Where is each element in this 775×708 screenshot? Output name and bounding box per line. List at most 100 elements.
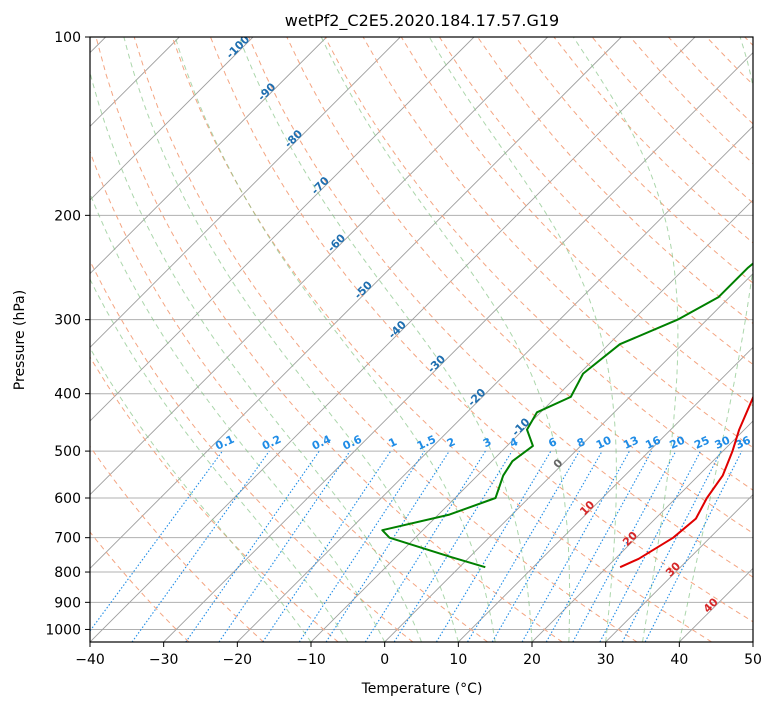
- isotherm-label: -20: [465, 386, 488, 409]
- mixing-ratio-label: 13: [621, 434, 640, 452]
- dry-adiabat: [133, 37, 638, 642]
- mixing-ratio-line: [325, 450, 450, 642]
- mixing-ratio-line: [298, 450, 425, 642]
- isotherm-label: -80: [282, 127, 305, 150]
- mixing-ratio-label: 0.4: [310, 433, 333, 453]
- dry-adiabat: [591, 37, 753, 204]
- moist-adiabat: [174, 37, 496, 642]
- plot-area: 0.1 0.2 0.4 0.6 1 1.5 2 3 4 6 8 10 13 16 20 25 30 36-100-…: [90, 37, 753, 642]
- isotherm-label: -40: [386, 318, 409, 341]
- dry-adiabat: [668, 37, 753, 125]
- mixing-ratio-line: [393, 450, 513, 642]
- dry-adiabat: [90, 445, 264, 642]
- y-tick-label: 900: [54, 595, 81, 611]
- mixing-ratio-label: 30: [713, 433, 733, 451]
- plot-frame: [89, 36, 754, 643]
- dry-adiabat: [400, 37, 753, 407]
- isotherm-label: -70: [309, 174, 332, 197]
- chart-title: wetPf2_C2E5.2020.184.17.57.G19: [285, 11, 559, 31]
- isotherm-line: [90, 37, 327, 275]
- dry-adiabat: [706, 37, 753, 86]
- dry-adiabat: [744, 37, 753, 46]
- mixing-ratio-line: [545, 450, 653, 642]
- moist-adiabat: [320, 37, 571, 642]
- mixing-ratio-label: 20: [668, 433, 688, 451]
- isotherm-label: 40: [701, 595, 721, 615]
- y-tick-label: 700: [54, 531, 81, 547]
- isotherm-line: [384, 273, 753, 642]
- x-tick-label: 50: [744, 652, 762, 668]
- mixing-ratio-label: 6: [546, 435, 559, 450]
- x-tick-label: −40: [75, 652, 105, 668]
- x-tick-label: 30: [597, 652, 615, 668]
- dewpoint-profile: [381, 262, 753, 569]
- mixing-ratio-label: 3: [481, 435, 493, 450]
- dry-adiabat: [90, 531, 190, 642]
- x-axis: −40 −30 −20 −10 0 10 20 30 40 50: [75, 642, 762, 668]
- isotherm-line: [679, 567, 753, 642]
- isotherm-line: [90, 37, 401, 348]
- x-tick-label: −20: [223, 652, 253, 668]
- isotherm-label: -30: [425, 352, 448, 375]
- mixing-ratio-line: [131, 450, 270, 642]
- mixing-ratio-line: [599, 450, 702, 642]
- mixing-ratio-label: 0.6: [341, 433, 364, 453]
- dry-adiabat: [248, 37, 753, 578]
- dry-adiabat: [95, 37, 563, 642]
- isotherm-line: [90, 37, 696, 642]
- dry-adiabat: [515, 37, 753, 284]
- mixing-ratio-line: [185, 450, 320, 642]
- dry-adiabat: [90, 356, 339, 642]
- moist-adiabat: [572, 37, 679, 642]
- mixing-ratio-line: [572, 450, 677, 642]
- y-tick-label: 100: [54, 30, 81, 46]
- mixing-ratio-line: [218, 450, 351, 642]
- x-tick-label: −10: [296, 652, 326, 668]
- x-axis-label: Temperature (°C): [361, 681, 483, 697]
- y-axis: 100 200 300 400 500 600 700 800 900 1000: [45, 30, 90, 638]
- isotherm-line: [163, 52, 753, 642]
- moist-adiabat: [90, 192, 386, 642]
- y-tick-label: 600: [54, 491, 81, 507]
- y-axis-label: Pressure (hPa): [12, 290, 28, 390]
- isotherm-line: [90, 37, 254, 201]
- mixing-ratio-label: 10: [594, 433, 614, 451]
- dry-adiabat: [90, 259, 414, 642]
- moist-adiabat: [123, 37, 459, 642]
- isotherm-line: [310, 199, 753, 642]
- moist-adiabat: [428, 37, 617, 642]
- y-tick-label: 1000: [45, 622, 81, 638]
- isotherm-line: [531, 420, 753, 642]
- x-tick-label: 0: [380, 652, 389, 668]
- y-tick-label: 800: [54, 565, 81, 581]
- mixing-ratio-label: 0.1: [213, 433, 236, 453]
- x-tick-label: 20: [523, 652, 541, 668]
- x-tick-label: 10: [449, 652, 467, 668]
- isotherm-line: [752, 641, 753, 642]
- mixing-ratio-line: [644, 450, 743, 642]
- isotherm-label: 30: [663, 559, 683, 579]
- moist-adiabat: [90, 278, 349, 642]
- y-tick-label: 400: [54, 387, 81, 403]
- y-tick-label: 300: [54, 313, 81, 329]
- isotherm-label: -60: [325, 231, 348, 254]
- mixing-ratio-label: 36: [733, 433, 753, 451]
- temperature-profile: [619, 395, 753, 569]
- mixing-ratio-label: 8: [575, 435, 587, 450]
- isotherm-label: -50: [352, 278, 375, 301]
- isotherm-label: 20: [620, 529, 640, 549]
- isotherm-line: [237, 125, 753, 642]
- mixing-ratio-label: 0.2: [260, 433, 283, 453]
- dry-adiabat: [286, 37, 753, 534]
- dry-adiabat: [171, 37, 712, 642]
- dry-adiabat: [90, 150, 488, 642]
- dry-adiabat: [210, 37, 753, 623]
- isotherm-label: 10: [577, 498, 597, 518]
- isotherm-line: [90, 37, 622, 569]
- mixing-ratio-line: [364, 450, 486, 642]
- y-tick-label: 500: [54, 444, 81, 460]
- isotherm-line: [90, 37, 548, 496]
- mixing-ratio-line: [90, 450, 223, 632]
- y-tick-label: 200: [54, 208, 81, 224]
